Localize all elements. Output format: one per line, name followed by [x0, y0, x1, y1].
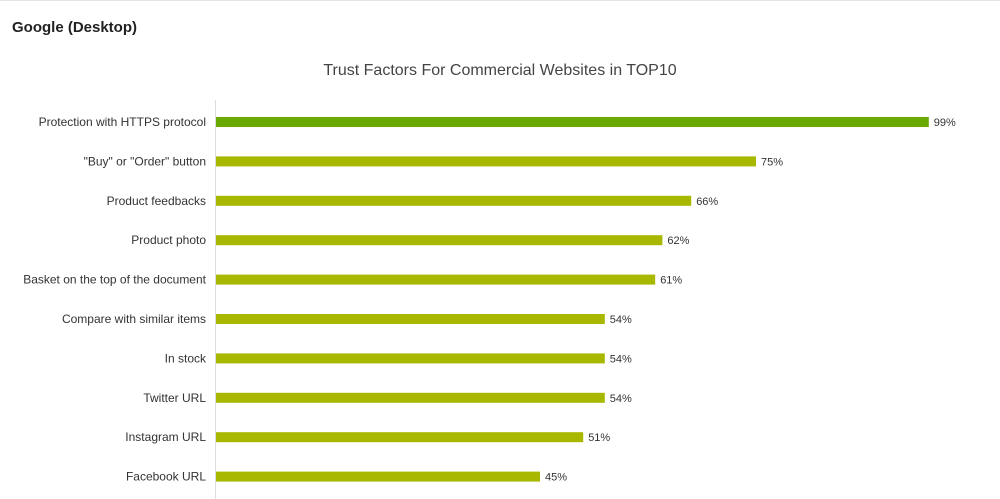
- bar[interactable]: [216, 392, 605, 403]
- category-label: Compare with similar items: [62, 312, 206, 326]
- category-label: Product feedbacks: [107, 194, 206, 208]
- bar[interactable]: [216, 117, 929, 127]
- category-label: Product photo: [131, 233, 206, 247]
- value-label: 66%: [696, 196, 718, 208]
- bar[interactable]: [216, 156, 756, 167]
- bar[interactable]: [216, 314, 605, 324]
- value-label: 54%: [610, 353, 632, 365]
- value-label: 54%: [610, 314, 632, 326]
- value-label: 45%: [545, 472, 567, 484]
- value-label: 75%: [761, 156, 783, 168]
- value-label: 54%: [610, 393, 632, 405]
- panel-title: Google (Desktop): [12, 19, 138, 36]
- value-label: 62%: [667, 235, 689, 247]
- bar[interactable]: [216, 195, 692, 206]
- bar[interactable]: [216, 432, 584, 443]
- category-label: Twitter URL: [143, 391, 206, 405]
- bar[interactable]: [216, 235, 663, 246]
- value-label: 51%: [588, 432, 610, 444]
- category-label: Basket on the top of the document: [23, 273, 206, 287]
- category-label: Instagram URL: [125, 430, 206, 444]
- value-label: 99%: [934, 117, 956, 129]
- bar[interactable]: [216, 471, 540, 482]
- category-label: Facebook URL: [126, 470, 206, 484]
- chart-title: Trust Factors For Commercial Websites in…: [323, 62, 677, 79]
- value-label: 61%: [660, 275, 682, 287]
- bar[interactable]: [216, 274, 656, 285]
- category-label: "Buy" or "Order" button: [84, 154, 206, 168]
- category-label: Protection with HTTPS protocol: [39, 115, 206, 129]
- bars-group: Protection with HTTPS protocol 99% "Buy" o…: [23, 115, 956, 484]
- category-label: In stock: [165, 351, 207, 365]
- top-border: [0, 0, 1000, 1]
- bar[interactable]: [216, 353, 605, 364]
